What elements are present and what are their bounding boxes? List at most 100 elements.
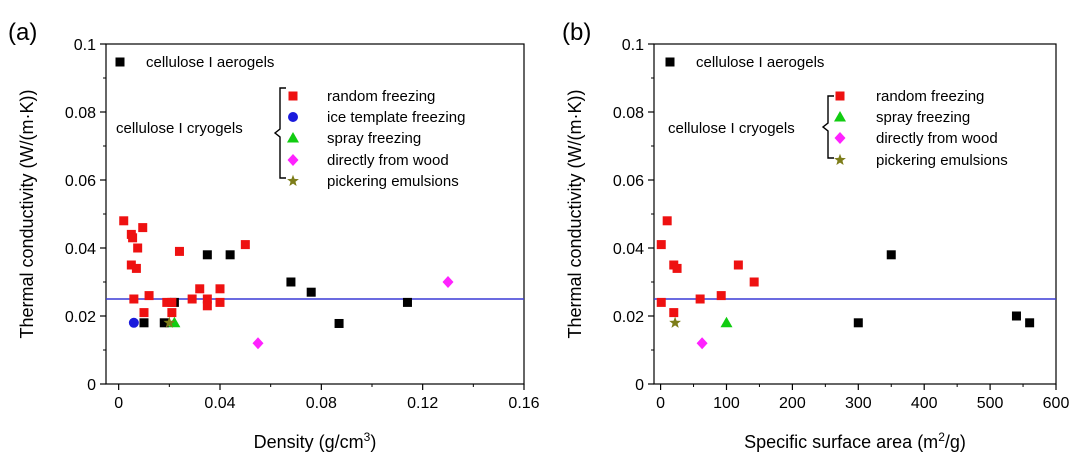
x-tick-label: 0.08 bbox=[306, 395, 337, 412]
y-tick-label: 0.1 bbox=[622, 37, 644, 54]
y-tick-label: 0.08 bbox=[613, 105, 644, 122]
x-axis-title-end: /g) bbox=[945, 432, 966, 452]
x-tick-label: 0.12 bbox=[407, 395, 438, 412]
data-point bbox=[402, 297, 412, 307]
legend-marker bbox=[288, 91, 298, 101]
series-ice-template-freezing bbox=[128, 317, 139, 328]
legend-label: spray freezing bbox=[876, 109, 970, 126]
data-point bbox=[733, 260, 743, 270]
x-tick-label: 100 bbox=[713, 395, 740, 412]
x-tick-label: 0.16 bbox=[508, 395, 539, 412]
data-point bbox=[716, 291, 726, 301]
y-tick-label: 0.06 bbox=[613, 173, 644, 190]
data-point bbox=[144, 291, 154, 301]
data-point bbox=[656, 297, 666, 307]
x-tick-label: 0 bbox=[114, 395, 123, 412]
y-tick-label: 0.04 bbox=[65, 241, 96, 258]
y-tick-label: 0.02 bbox=[613, 309, 644, 326]
legend-marker bbox=[834, 132, 846, 144]
x-axis-title-end: ) bbox=[370, 432, 376, 452]
series-spray-freezing bbox=[720, 316, 733, 328]
data-point bbox=[163, 316, 176, 328]
legend-label: spray freezing bbox=[327, 130, 421, 147]
data-point bbox=[1011, 311, 1021, 321]
data-point bbox=[131, 263, 141, 273]
legend: cellulose I aerogels random freezing ice t… bbox=[115, 54, 465, 190]
series-random-freezing bbox=[656, 216, 759, 318]
data-point bbox=[695, 294, 705, 304]
legend-label: ice template freezing bbox=[327, 109, 465, 126]
data-point bbox=[215, 284, 225, 294]
y-tick-label: 0 bbox=[635, 377, 644, 394]
data-point bbox=[306, 287, 316, 297]
x-tick-label: 0.04 bbox=[204, 395, 235, 412]
data-point bbox=[252, 337, 264, 350]
x-tick-label: 500 bbox=[977, 395, 1004, 412]
x-axis-title-main: Density (g/cm bbox=[254, 432, 364, 452]
data-point bbox=[442, 276, 454, 288]
data-point bbox=[167, 297, 177, 307]
group-label: cellulose I cryogels bbox=[668, 120, 795, 137]
x-tick-label: 400 bbox=[911, 395, 938, 412]
data-point bbox=[202, 294, 212, 304]
data-point bbox=[672, 263, 682, 273]
data-point bbox=[195, 284, 205, 294]
legend-label: directly from wood bbox=[876, 130, 998, 147]
data-point bbox=[334, 318, 344, 328]
series-pickering-emulsions bbox=[163, 316, 176, 328]
y-axis-title: Thermal conductivity (W/(m·K)) bbox=[17, 89, 37, 338]
data-point bbox=[669, 308, 679, 318]
data-point bbox=[225, 250, 235, 260]
x-axis-title: Specific surface area (m2/g) bbox=[744, 430, 966, 452]
data-point bbox=[669, 316, 681, 328]
series-directly-from-wood bbox=[252, 276, 454, 350]
data-point bbox=[202, 250, 212, 260]
data-point bbox=[749, 277, 759, 287]
legend-marker bbox=[287, 154, 299, 166]
y-tick-label: 0.02 bbox=[65, 309, 96, 326]
legend-marker bbox=[288, 112, 298, 122]
y-tick-label: 0.1 bbox=[74, 37, 96, 54]
series-pickering-emulsions bbox=[669, 316, 681, 328]
legend-marker bbox=[115, 57, 125, 67]
series-cellulose-I-aerogels bbox=[853, 250, 1035, 328]
data-point bbox=[1025, 318, 1035, 328]
data-point bbox=[187, 294, 197, 304]
x-tick-label: 0 bbox=[656, 395, 665, 412]
data-point bbox=[720, 316, 733, 328]
data-point bbox=[119, 216, 129, 226]
series-directly-from-wood bbox=[696, 337, 708, 350]
x-axis-title-sup: 2 bbox=[938, 430, 945, 444]
data-point bbox=[159, 318, 169, 328]
data-point bbox=[128, 317, 139, 328]
chart-panel-a: (a) 0 0.04 0.08 0.12 0.16 0 0.02 0.04 0.06 0.08 0.1… bbox=[8, 19, 540, 452]
data-point bbox=[240, 240, 250, 250]
y-tick-label: 0.08 bbox=[65, 105, 96, 122]
data-point bbox=[139, 308, 149, 318]
x-axis-title-sup: 3 bbox=[364, 430, 371, 444]
legend-label: random freezing bbox=[876, 88, 984, 105]
legend-label: pickering emulsions bbox=[327, 173, 459, 190]
x-axis-title: Density (g/cm3) bbox=[254, 430, 377, 452]
data-point bbox=[139, 318, 149, 328]
data-point bbox=[696, 337, 708, 350]
data-point bbox=[126, 260, 136, 270]
data-point bbox=[129, 294, 139, 304]
y-tick-label: 0 bbox=[87, 377, 96, 394]
data-point bbox=[128, 233, 138, 243]
data-point bbox=[886, 250, 896, 260]
legend-label: directly from wood bbox=[327, 152, 449, 169]
x-tick-label: 200 bbox=[779, 395, 806, 412]
data-point bbox=[215, 297, 225, 307]
data-point bbox=[656, 240, 666, 250]
data-point bbox=[138, 223, 148, 233]
y-tick-label: 0.04 bbox=[613, 241, 644, 258]
chart-panel-b: (b) 0 100 200 300 400 500 600 0 0.02 0.04 0.06 0.08 0… bbox=[562, 19, 1069, 452]
data-point bbox=[162, 297, 172, 307]
data-point bbox=[174, 246, 184, 256]
legend-marker bbox=[834, 153, 846, 166]
group-bracket bbox=[273, 87, 286, 179]
legend-marker bbox=[287, 132, 299, 143]
plot-frame bbox=[105, 43, 525, 385]
legend-marker bbox=[665, 57, 675, 67]
